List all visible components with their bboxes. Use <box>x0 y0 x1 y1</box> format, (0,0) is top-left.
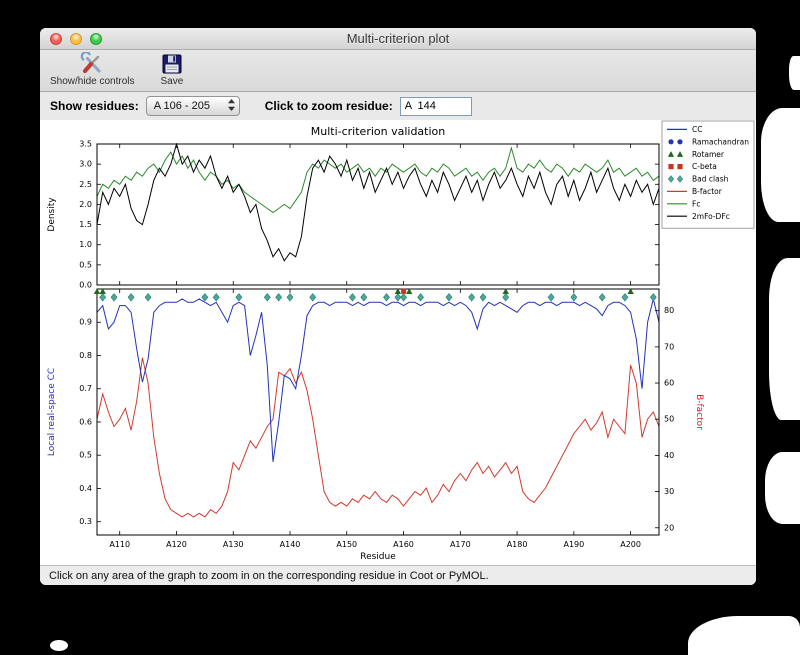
svg-text:30: 30 <box>664 487 674 496</box>
title-bar[interactable]: Multi-criterion plot <box>40 28 756 50</box>
show-hide-controls-label: Show/hide controls <box>50 76 135 87</box>
svg-text:Ramachandran: Ramachandran <box>692 137 749 146</box>
controls-bar: Show residues: A 106 - 205 Click to zoom… <box>40 92 756 120</box>
svg-text:0.5: 0.5 <box>79 260 92 269</box>
screen-artifact <box>789 56 800 90</box>
svg-text:C-beta: C-beta <box>692 162 717 171</box>
svg-text:A160: A160 <box>393 540 414 549</box>
svg-text:A120: A120 <box>166 540 187 549</box>
svg-text:A170: A170 <box>450 540 471 549</box>
svg-text:1.0: 1.0 <box>79 240 92 249</box>
close-button[interactable] <box>50 33 62 45</box>
multi-criterion-plot-canvas[interactable]: 0.0 0.5 1.0 1.5 2.0 2.5 3.0 3.5 0.3 0.4 0.5 0.6 0.7 0… <box>40 120 756 565</box>
residues-select-value: A 106 - 205 <box>153 100 210 112</box>
minimize-button[interactable] <box>70 33 82 45</box>
svg-text:3.5: 3.5 <box>79 140 92 149</box>
svg-text:Density: Density <box>47 197 57 232</box>
svg-text:B-factor: B-factor <box>692 187 723 196</box>
svg-text:70: 70 <box>664 342 674 351</box>
save-button[interactable]: Save <box>160 52 184 89</box>
status-bar: Click on any area of the graph to zoom i… <box>40 565 756 585</box>
svg-text:Fc: Fc <box>692 199 700 208</box>
svg-text:2.5: 2.5 <box>79 180 92 189</box>
zoom-residue-input[interactable] <box>399 96 472 116</box>
svg-text:A140: A140 <box>280 540 301 549</box>
svg-text:1.5: 1.5 <box>79 220 92 229</box>
screen-artifact <box>765 452 800 524</box>
svg-text:0.3: 0.3 <box>79 517 92 526</box>
svg-text:A200: A200 <box>620 540 641 549</box>
svg-text:Rotamer: Rotamer <box>692 150 725 159</box>
svg-text:0.0: 0.0 <box>79 281 92 290</box>
svg-text:60: 60 <box>664 379 674 388</box>
svg-text:A180: A180 <box>507 540 528 549</box>
status-text: Click on any area of the graph to zoom i… <box>49 569 489 582</box>
svg-text:50: 50 <box>664 415 674 424</box>
show-residues-label: Show residues: <box>50 99 139 113</box>
svg-text:Local real-space CC: Local real-space CC <box>47 368 57 456</box>
svg-text:0.9: 0.9 <box>79 318 92 327</box>
residues-select[interactable]: A 106 - 205 <box>145 96 240 116</box>
zoom-residue-label: Click to zoom residue: <box>264 99 393 113</box>
multi-criterion-plot-window: Multi-criterion plot Show/hide controls <box>40 28 756 585</box>
screen-artifact <box>769 258 800 420</box>
screen-artifact <box>761 108 800 222</box>
plot-figure: 0.0 0.5 1.0 1.5 2.0 2.5 3.0 3.5 0.3 0.4 0.5 0.6 0.7 0… <box>40 120 756 565</box>
screen-artifact <box>50 640 68 651</box>
svg-text:0.4: 0.4 <box>79 484 92 493</box>
tools-icon <box>80 52 104 76</box>
zoom-button[interactable] <box>90 33 102 45</box>
svg-text:40: 40 <box>664 451 674 460</box>
select-arrows-icon <box>227 98 236 115</box>
screen-artifact <box>688 616 800 655</box>
window-title: Multi-criterion plot <box>346 31 450 46</box>
svg-text:A130: A130 <box>223 540 244 549</box>
svg-text:0.7: 0.7 <box>79 384 92 393</box>
svg-text:A150: A150 <box>336 540 357 549</box>
svg-text:Residue: Residue <box>360 552 396 562</box>
toolbar: Show/hide controls Save <box>40 50 756 92</box>
svg-text:Multi-criterion validation: Multi-criterion validation <box>311 125 446 138</box>
svg-text:B-factor: B-factor <box>694 394 704 430</box>
svg-text:Bad clash: Bad clash <box>692 175 729 184</box>
svg-text:CC: CC <box>692 125 702 134</box>
show-hide-controls-button[interactable]: Show/hide controls <box>50 52 135 89</box>
svg-text:0.8: 0.8 <box>79 351 92 360</box>
svg-text:A190: A190 <box>563 540 584 549</box>
traffic-lights <box>50 33 102 45</box>
svg-text:2mFo-DFc: 2mFo-DFc <box>692 212 730 221</box>
svg-text:3.0: 3.0 <box>79 160 92 169</box>
save-icon <box>161 52 183 76</box>
svg-text:0.6: 0.6 <box>79 417 92 426</box>
svg-text:2.0: 2.0 <box>79 200 92 209</box>
save-label: Save <box>160 76 184 87</box>
svg-text:0.5: 0.5 <box>79 451 92 460</box>
svg-text:80: 80 <box>664 306 674 315</box>
svg-text:20: 20 <box>664 523 674 532</box>
svg-text:A110: A110 <box>109 540 130 549</box>
